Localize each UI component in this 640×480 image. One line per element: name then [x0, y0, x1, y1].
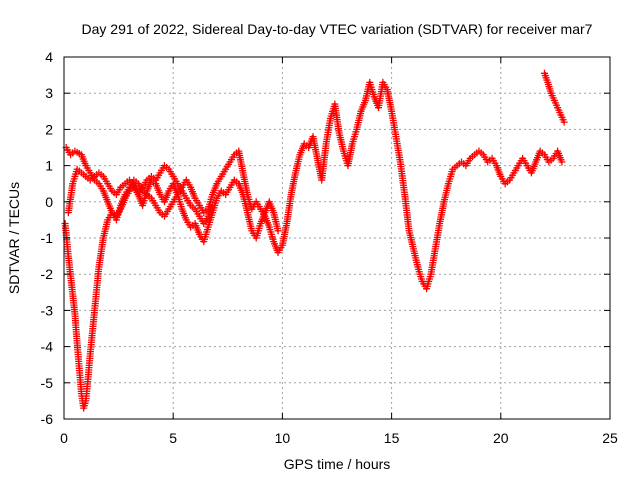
- x-tick-label: 5: [169, 430, 177, 446]
- y-axis-label: SDTVAR / TECUs: [6, 182, 22, 294]
- y-tick-label: -1: [41, 230, 54, 246]
- x-tick-label: 0: [60, 430, 68, 446]
- data-series-track-2: [61, 176, 282, 412]
- y-tick-label: 2: [45, 121, 53, 137]
- y-tick-label: -3: [41, 302, 54, 318]
- y-tick-label: 0: [45, 194, 53, 210]
- y-tick-label: -6: [41, 411, 54, 427]
- x-tick-label: 10: [275, 430, 291, 446]
- x-tick-label: 20: [493, 430, 509, 446]
- data-point: [209, 201, 217, 209]
- x-tick-label: 15: [384, 430, 400, 446]
- x-axis-label: GPS time / hours: [284, 456, 391, 472]
- y-tick-label: -5: [41, 375, 54, 391]
- data-point: [274, 227, 282, 235]
- tick-layer: 0 5 10 15 20 25 -6 -5 -4 -3 -2 -1 0 1 2 3 4: [41, 49, 618, 446]
- y-tick-label: -2: [41, 266, 54, 282]
- data-series-track-4: [540, 69, 568, 126]
- y-tick-label: 4: [45, 49, 53, 65]
- y-tick-label: 3: [45, 85, 53, 101]
- y-tick-label: 1: [45, 158, 53, 174]
- x-tick-label: 25: [602, 430, 618, 446]
- data-point: [560, 118, 568, 126]
- data-point: [558, 158, 566, 166]
- chart-title: Day 291 of 2022, Sidereal Day-to-day VTE…: [82, 21, 593, 37]
- y-tick-label: -4: [41, 339, 54, 355]
- data-layer: [61, 69, 568, 412]
- data-series-track-3: [64, 162, 217, 228]
